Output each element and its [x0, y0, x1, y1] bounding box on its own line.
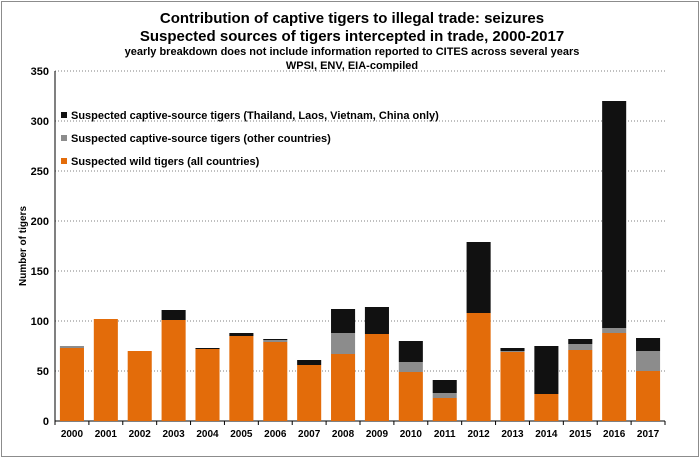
bar-segment [93, 319, 118, 421]
x-tick-label: 2009 [366, 429, 389, 440]
bar-segment [636, 338, 661, 351]
legend-swatch [61, 158, 67, 164]
x-tick-label: 2006 [264, 429, 287, 440]
bar-segment [398, 341, 423, 362]
chart-subtitle: Suspected sources of tigers intercepted … [139, 28, 565, 45]
y-axis-label: Number of tigers [18, 206, 29, 286]
y-tick-label: 300 [31, 116, 49, 128]
legend-label: Suspected captive-source tigers (other c… [71, 133, 331, 145]
y-tick-label: 150 [31, 266, 49, 278]
y-tick-label: 100 [31, 316, 49, 328]
legend-label: Suspected wild tigers (all countries) [71, 156, 260, 168]
bar-segment [500, 348, 525, 351]
legend-swatch [61, 112, 67, 118]
bar-segment [263, 342, 288, 421]
bar-segment [602, 333, 627, 421]
y-tick-label: 50 [37, 366, 49, 378]
bar-segment [398, 372, 423, 421]
bar-segment [466, 242, 491, 313]
bar-segment [297, 365, 322, 421]
x-tick-label: 2011 [434, 429, 456, 440]
bar-segment [500, 352, 525, 421]
bar-segment [263, 340, 288, 342]
x-tick-label: 2008 [332, 429, 355, 440]
bar-segment [229, 336, 254, 421]
legend-label: Suspected captive-source tigers (Thailan… [71, 110, 439, 122]
bar-segment [331, 354, 356, 421]
x-tick-label: 2001 [95, 429, 118, 440]
x-tick-label: 2016 [603, 429, 626, 440]
bar-segment [127, 351, 152, 421]
bar-segment [161, 320, 186, 421]
bar-segment [263, 339, 288, 340]
bar-segment [195, 348, 220, 349]
y-tick-label: 0 [43, 416, 49, 428]
bar-segment [500, 351, 525, 352]
bar-segment [364, 334, 389, 421]
bar-segment [297, 360, 322, 365]
bar-segment [398, 362, 423, 372]
bar-segment [534, 346, 559, 394]
bar-segment [161, 310, 186, 320]
x-tick-label: 2003 [162, 429, 185, 440]
bar-segment [602, 101, 627, 328]
bar-segment [534, 394, 559, 421]
x-tick-label: 2007 [298, 429, 321, 440]
x-tick-label: 2013 [501, 429, 524, 440]
bar-segment [59, 346, 84, 348]
y-tick-label: 250 [31, 166, 49, 178]
y-tick-label: 350 [31, 66, 49, 78]
x-tick-label: 2002 [129, 429, 152, 440]
bar-segment [636, 351, 661, 371]
bar-segment [568, 339, 593, 344]
chart-title: Contribution of captive tigers to illega… [159, 10, 545, 27]
chart-source: WPSI, ENV, EIA-compiled [285, 60, 419, 72]
bar-segment [432, 398, 457, 421]
bar-segment [59, 348, 84, 421]
bar-segment [432, 393, 457, 398]
y-tick-label: 200 [31, 216, 49, 228]
x-tick-label: 2014 [535, 429, 558, 440]
x-tick-label: 2005 [230, 429, 253, 440]
bar-segment [568, 344, 593, 350]
bar-segment [229, 333, 254, 336]
legend-swatch [61, 135, 67, 141]
bar-segment [602, 328, 627, 333]
x-tick-label: 2000 [61, 429, 84, 440]
x-tick-label: 2004 [196, 429, 219, 440]
bar-segment [568, 350, 593, 421]
bar-segment [636, 371, 661, 421]
x-tick-label: 2017 [637, 429, 660, 440]
x-tick-label: 2015 [569, 429, 592, 440]
bar-segment [331, 309, 356, 333]
bar-segment [432, 380, 457, 393]
x-tick-label: 2010 [400, 429, 423, 440]
bar-segment [195, 349, 220, 421]
chart-note: yearly breakdown does not include inform… [124, 46, 580, 58]
x-tick-label: 2012 [467, 429, 490, 440]
bar-segment [364, 307, 389, 334]
bar-segment [331, 333, 356, 354]
bar-segment [466, 313, 491, 421]
